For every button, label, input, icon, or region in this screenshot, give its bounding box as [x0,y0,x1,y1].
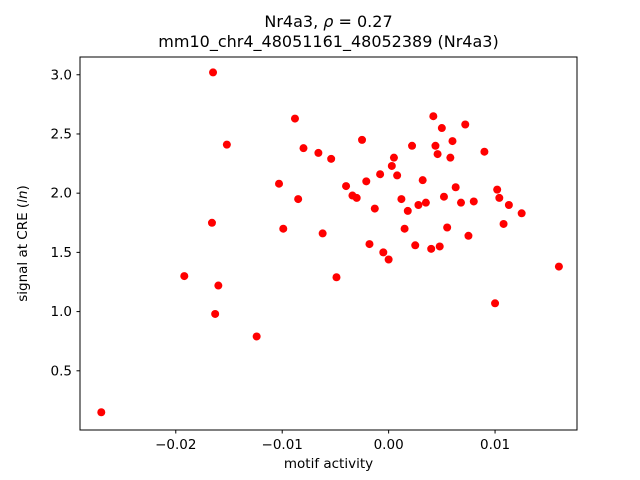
data-point [209,68,218,77]
data-point [222,140,231,149]
data-point [214,281,223,290]
data-point [207,218,216,227]
data-point [400,224,409,233]
plot-title: Nr4a3, ρ = 0.27 [264,12,392,31]
data-point [397,195,406,204]
data-point [342,182,351,191]
data-point [180,272,189,281]
data-point [211,309,220,318]
data-point [275,179,284,188]
data-point [456,198,465,207]
data-point [389,153,398,162]
data-point [332,273,341,282]
y-tick-label: 3.0 [51,67,72,83]
data-point [499,219,508,228]
data-point [431,141,440,150]
data-point [517,209,526,218]
x-tick-label: 0.00 [374,437,404,453]
x-axis-label: motif activity [284,456,373,472]
data-point [408,141,417,150]
data-point [403,206,412,215]
x-tick-label: −0.02 [155,437,196,453]
data-point [433,150,442,159]
y-tick-label: 1.5 [51,245,72,261]
y-tick-label: 0.5 [51,363,72,379]
data-point [448,137,457,146]
data-point [387,161,396,170]
data-point [376,170,385,179]
data-point [279,224,288,233]
data-point [327,154,336,163]
data-point [429,112,438,121]
plot-subtitle: mm10_chr4_48051161_48052389 (Nr4a3) [158,32,498,52]
data-point [464,231,473,240]
data-point [469,197,478,206]
data-point [495,193,504,202]
data-point [393,171,402,180]
data-point [252,332,261,341]
data-point [493,185,502,194]
data-point [414,201,423,210]
y-axis-ticks: 0.5 1.0 1.5 2.0 2.5 3.0 [51,67,80,379]
data-point [504,201,513,210]
data-point [314,148,323,157]
data-points [97,68,563,417]
data-point [427,244,436,253]
data-point [446,153,455,162]
data-point [418,176,427,185]
y-tick-label: 1.0 [51,304,72,320]
y-axis-label: signal at CRE (ln) [15,185,31,302]
x-tick-label: −0.01 [262,437,303,453]
data-point [491,299,500,308]
data-point [294,195,303,204]
y-tick-label: 2.5 [51,126,72,142]
data-point [365,240,374,249]
data-point [437,124,446,133]
data-point [443,223,452,232]
data-point [362,177,371,186]
x-tick-label: 0.01 [480,437,510,453]
data-point [379,248,388,257]
data-point [480,147,489,156]
data-point [290,114,299,123]
data-point [411,241,420,250]
data-point [384,255,393,264]
data-point [435,242,444,251]
data-point [318,229,327,238]
data-point [352,193,361,202]
data-point [439,192,448,201]
data-point [97,408,106,417]
axes-box [79,56,578,431]
data-point [421,198,430,207]
data-point [451,183,460,192]
data-point [358,135,367,144]
data-point [461,120,470,129]
data-point [299,144,308,153]
data-point [370,204,379,213]
x-axis-ticks: −0.02 −0.01 0.00 0.01 [155,430,510,453]
y-tick-label: 2.0 [51,186,72,202]
data-point [554,262,563,271]
